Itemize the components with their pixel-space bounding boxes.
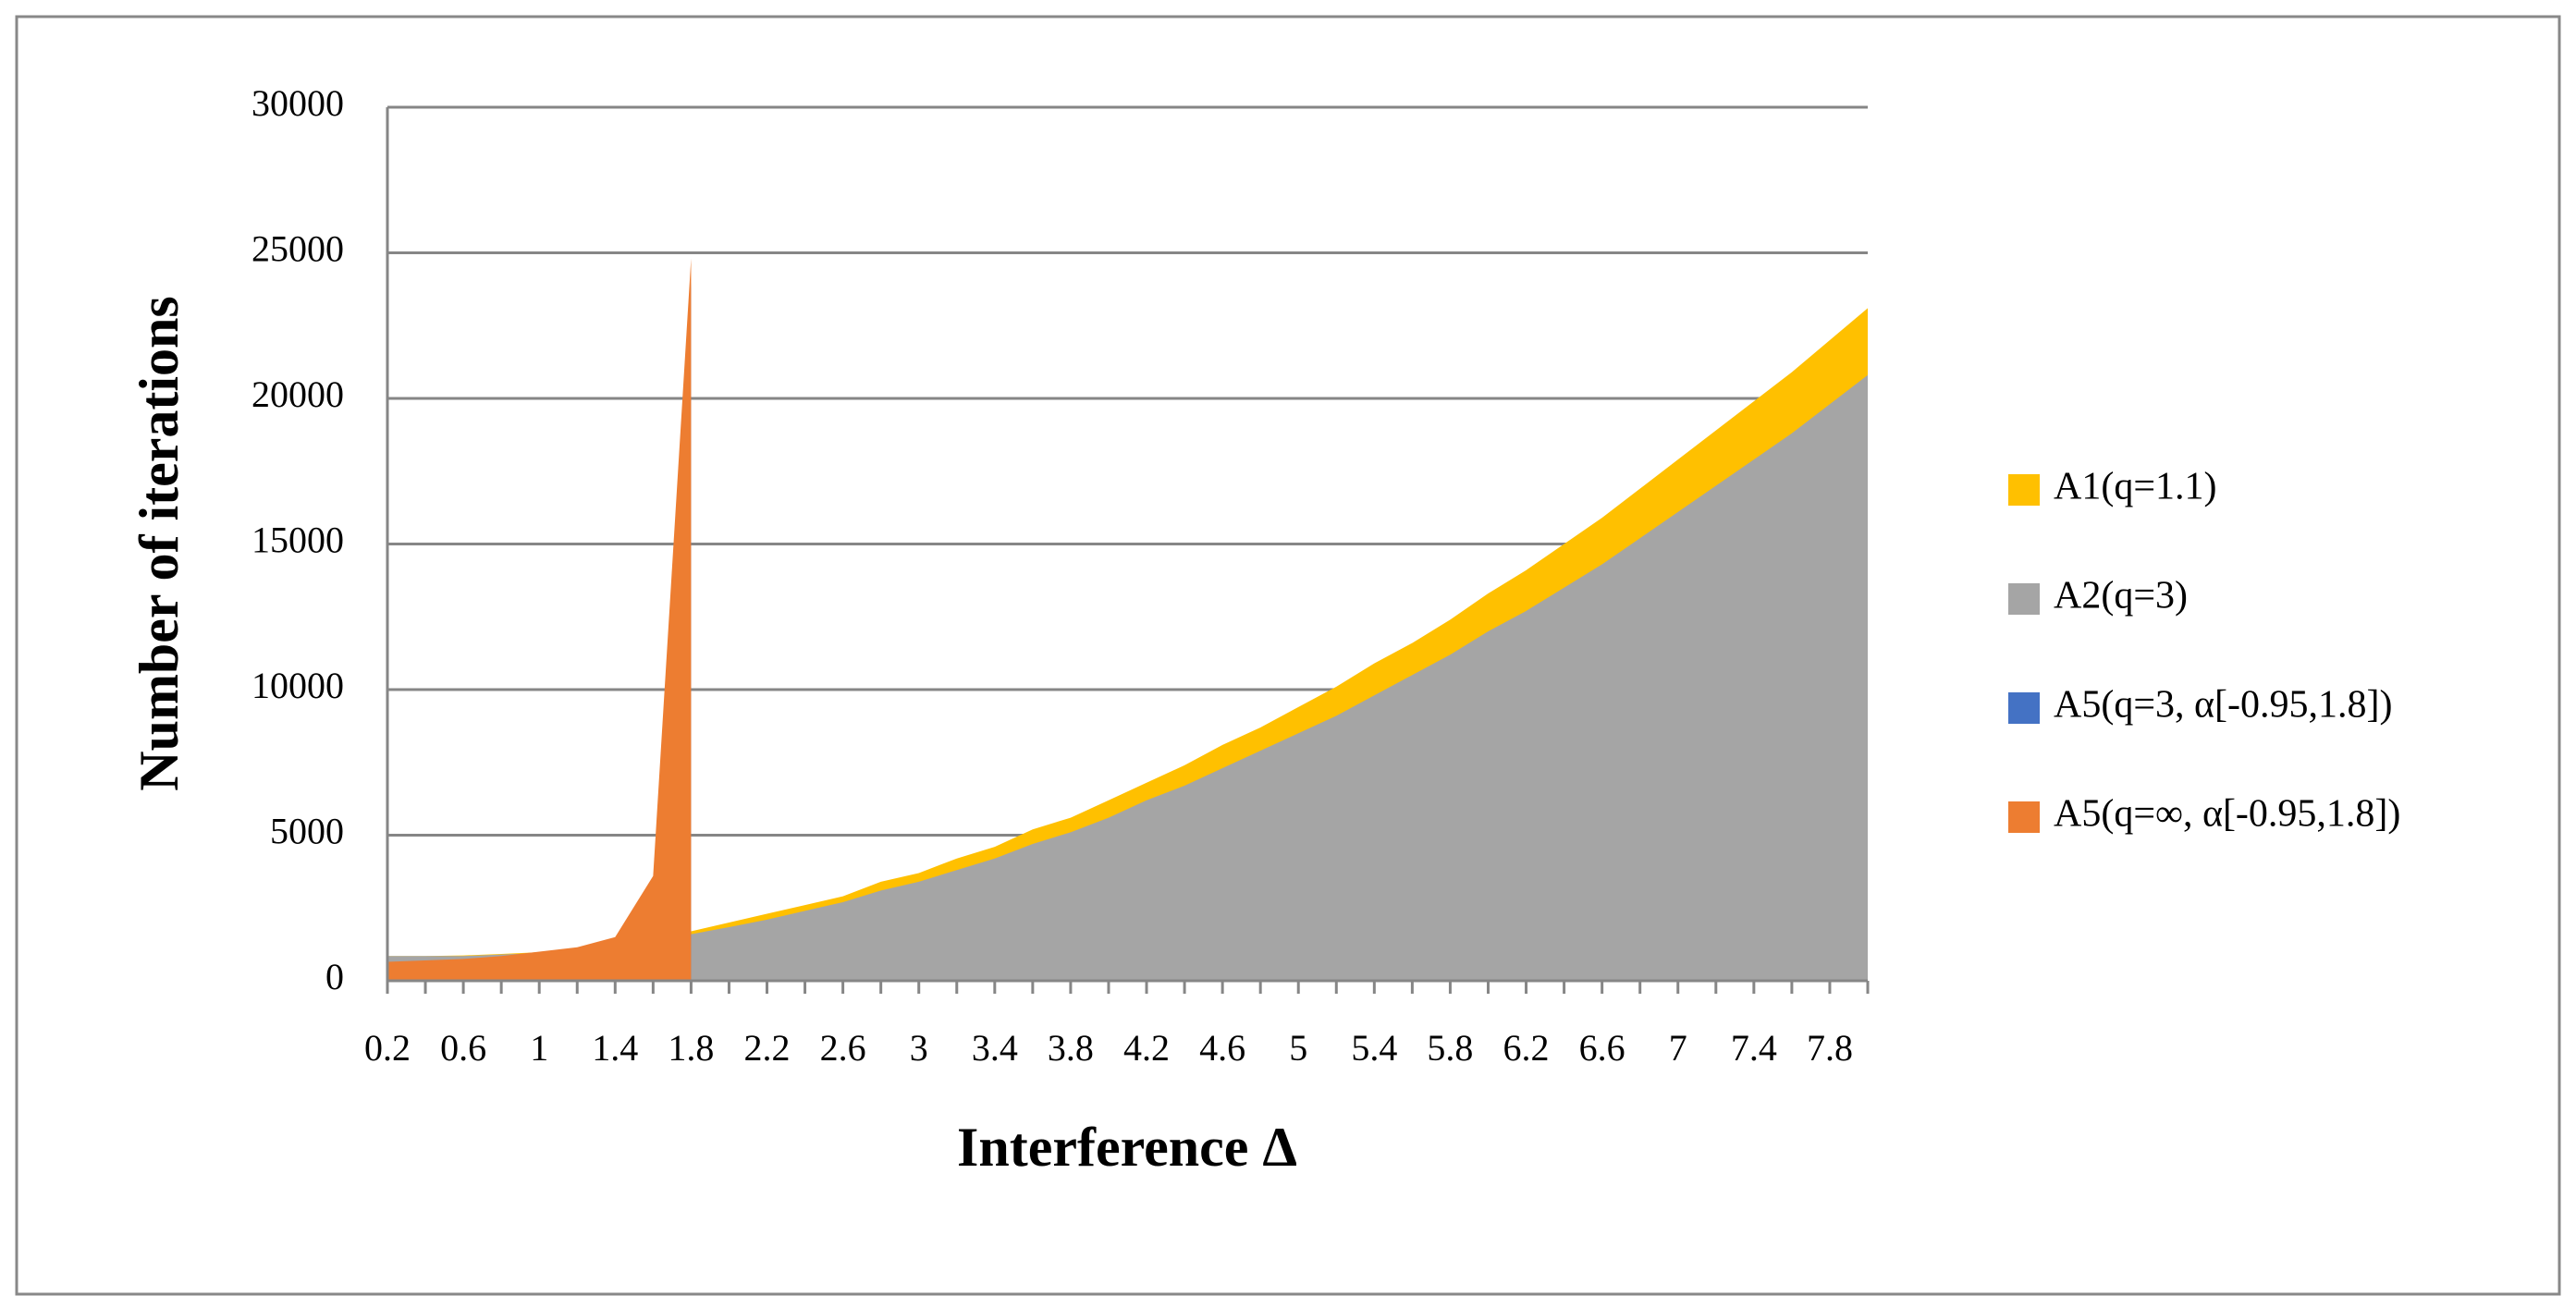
y-tick-label: 20000 xyxy=(251,373,344,415)
y-tick-label: 10000 xyxy=(251,665,344,706)
legend-swatch xyxy=(2008,583,2040,615)
x-tick-label: 1 xyxy=(530,1027,548,1069)
x-tick-label: 0.6 xyxy=(440,1027,486,1069)
x-tick-label: 5.4 xyxy=(1351,1027,1397,1069)
legend-label: A5(q=3, α[-0.95,1.8]) xyxy=(2054,684,2392,727)
legend-swatch xyxy=(2008,692,2040,724)
x-tick-label: 2.6 xyxy=(820,1027,866,1069)
y-tick-label: 5000 xyxy=(270,811,344,852)
x-tick-label: 5.8 xyxy=(1427,1027,1473,1069)
area xyxy=(387,258,692,981)
area xyxy=(387,374,1868,981)
x-axis-title: Interference Δ xyxy=(957,1117,1297,1178)
x-tick-label: 3 xyxy=(910,1027,928,1069)
x-tick-label: 7.4 xyxy=(1731,1027,1777,1069)
legend-label: A5(q=∞, α[-0.95,1.8]) xyxy=(2054,793,2400,836)
x-tick-label: 1.4 xyxy=(592,1027,638,1069)
y-axis-title: Number of iterations xyxy=(129,296,190,791)
x-tick-label: 4.6 xyxy=(1199,1027,1245,1069)
x-tick-label: 7.8 xyxy=(1807,1027,1853,1069)
x-tick-label: 4.2 xyxy=(1123,1027,1170,1069)
x-tick-label: 3.8 xyxy=(1048,1027,1094,1069)
y-tick-label: 25000 xyxy=(251,228,344,270)
x-tick-label: 5 xyxy=(1289,1027,1307,1069)
legend-label: A1(q=1.1) xyxy=(2054,466,2217,508)
x-tick-label: 2.2 xyxy=(744,1027,791,1069)
y-tick-label: 30000 xyxy=(251,82,344,124)
x-tick-label: 3.4 xyxy=(972,1027,1018,1069)
legend-label: A2(q=3) xyxy=(2054,575,2188,617)
x-tick-label: 7 xyxy=(1669,1027,1687,1069)
x-tick-label: 1.8 xyxy=(668,1027,714,1069)
chart-border xyxy=(15,15,2561,1296)
x-tick-label: 6.2 xyxy=(1503,1027,1550,1069)
y-tick-label: 0 xyxy=(325,956,344,997)
y-tick-label: 15000 xyxy=(251,520,344,561)
x-tick-label: 6.6 xyxy=(1579,1027,1625,1069)
legend-swatch xyxy=(2008,801,2040,833)
legend-swatch xyxy=(2008,474,2040,506)
x-tick-label: 0.2 xyxy=(364,1027,411,1069)
